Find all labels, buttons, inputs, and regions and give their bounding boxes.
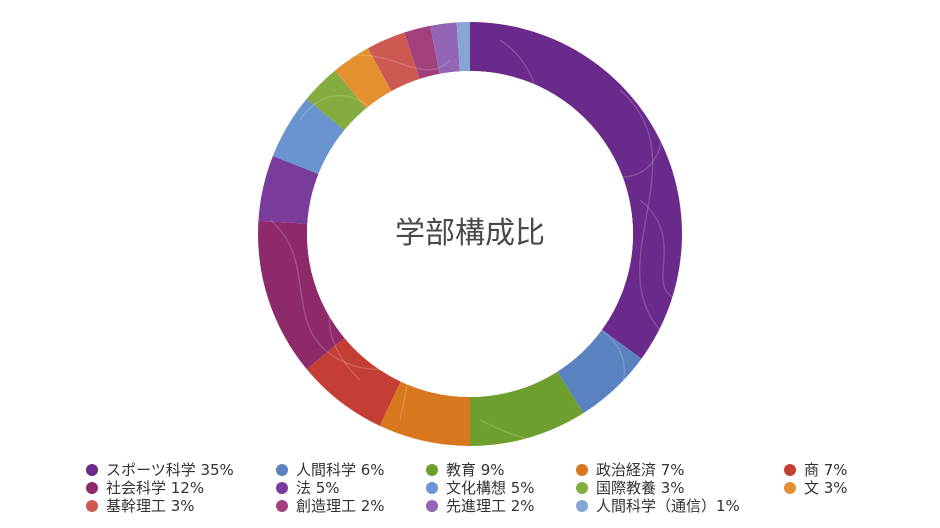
legend-label: 法 5%	[296, 479, 340, 497]
slice-8	[272, 98, 345, 174]
legend-label: 社会科学 12%	[106, 479, 205, 497]
slice-11	[367, 32, 420, 92]
chart-legend: スポーツ科学 35% 人間科学 6% 教育 9% 政治経済 7% 商 7% 社会科学 12…	[86, 462, 866, 522]
slice-2	[557, 329, 642, 413]
slice-1	[470, 22, 682, 359]
legend-item: 文化構想 5%	[426, 480, 535, 496]
legend-label: 先進理工 2%	[446, 497, 535, 515]
legend-marker	[86, 500, 98, 512]
legend-label: 人間科学（通信）1%	[596, 497, 740, 515]
legend-label: 基幹理工 3%	[106, 497, 195, 515]
legend-marker	[576, 500, 588, 512]
legend-marker	[276, 464, 288, 476]
legend-item: スポーツ科学 35%	[86, 462, 234, 478]
legend-marker	[784, 464, 796, 476]
legend-label: 人間科学 6%	[296, 461, 385, 479]
legend-item: 文 3%	[784, 480, 848, 496]
legend-marker	[426, 482, 438, 494]
slice-14	[456, 22, 470, 72]
legend-marker	[576, 482, 588, 494]
chart-title: 学部構成比	[395, 216, 545, 251]
legend-item: 人間科学 6%	[276, 462, 385, 478]
legend-marker	[86, 482, 98, 494]
legend-item: 政治経済 7%	[576, 462, 685, 478]
legend-marker	[276, 482, 288, 494]
legend-label: 商 7%	[804, 461, 848, 479]
legend-marker	[426, 464, 438, 476]
slice-7	[258, 155, 319, 224]
slice-6	[258, 220, 345, 370]
legend-item: 教育 9%	[426, 462, 505, 478]
slice-13	[430, 22, 460, 74]
legend-label: 国際教養 3%	[596, 479, 685, 497]
legend-item: 商 7%	[784, 462, 848, 478]
legend-label: 文化構想 5%	[446, 479, 535, 497]
donut-chart: 学部構成比	[258, 22, 682, 446]
legend-marker	[276, 500, 288, 512]
slice-4	[379, 381, 470, 446]
legend-label: 教育 9%	[446, 461, 505, 479]
legend-item: 国際教養 3%	[576, 480, 685, 496]
legend-marker	[784, 482, 796, 494]
legend-marker	[86, 464, 98, 476]
legend-label: 創造理工 2%	[296, 497, 385, 515]
legend-marker	[426, 500, 438, 512]
slice-5	[306, 337, 401, 426]
donut-slices	[258, 22, 682, 446]
legend-item: 法 5%	[276, 480, 340, 496]
slice-3	[470, 371, 584, 446]
legend-label: 文 3%	[804, 479, 848, 497]
legend-item: 人間科学（通信）1%	[576, 498, 740, 514]
slice-12	[404, 25, 440, 79]
slice-10	[334, 48, 392, 109]
legend-item: 創造理工 2%	[276, 498, 385, 514]
legend-item: 基幹理工 3%	[86, 498, 195, 514]
legend-marker	[576, 464, 588, 476]
slice-9	[306, 70, 367, 131]
legend-item: 社会科学 12%	[86, 480, 204, 496]
legend-item: 先進理工 2%	[426, 498, 535, 514]
legend-label: スポーツ科学 35%	[106, 461, 234, 479]
legend-label: 政治経済 7%	[596, 461, 685, 479]
